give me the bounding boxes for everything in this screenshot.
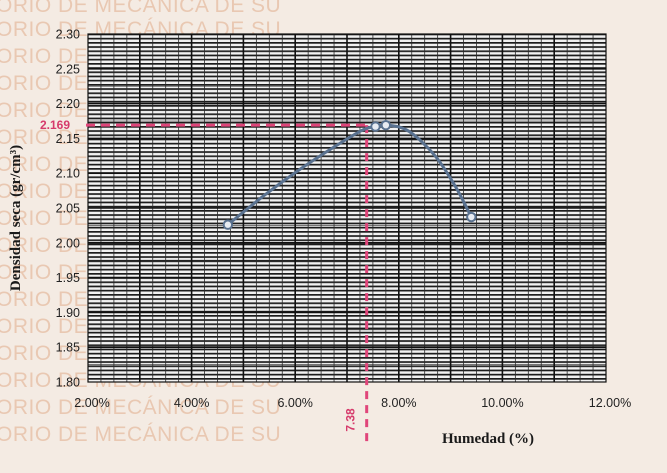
watermark-line: ORIO DE MECÁNICA DE SU bbox=[0, 423, 282, 446]
y-tick-label: 1.80 bbox=[56, 376, 80, 390]
watermark-line: ORIO DE MECÁNICA DE SU bbox=[0, 396, 282, 419]
y-axis-title: Densidad seca (gr/cm³) bbox=[8, 145, 24, 291]
data-point bbox=[380, 119, 392, 131]
y-tick-label: 2.05 bbox=[56, 202, 80, 216]
x-tick-label: 6.00% bbox=[277, 396, 312, 410]
major-grid bbox=[88, 34, 606, 382]
y-tick-label: 2.20 bbox=[56, 97, 80, 111]
data-point bbox=[466, 211, 477, 223]
y-tick-label: 2.00 bbox=[56, 236, 80, 250]
y-tick-label: 1.95 bbox=[56, 271, 80, 285]
y-tick-label: 2.30 bbox=[56, 28, 80, 42]
max-density-label: 2.169 bbox=[40, 118, 70, 132]
x-tick-label: 10.00% bbox=[481, 396, 523, 410]
x-tick-label: 12.00% bbox=[589, 396, 631, 410]
x-tick-label: 8.00% bbox=[381, 396, 416, 410]
y-tick-label: 1.90 bbox=[56, 306, 80, 320]
data-point bbox=[222, 219, 234, 230]
watermark-line: ORIO DE MECÁNICA DE SU bbox=[0, 0, 282, 17]
y-axis-ticks: 1.80 1.85 1.90 1.95 2.00 2.05 2.10 2.15 2.20 2.25… bbox=[56, 28, 80, 390]
y-tick-label: 2.25 bbox=[56, 62, 80, 76]
data-markers bbox=[222, 119, 477, 230]
x-axis-title: Humedad (%) bbox=[442, 431, 534, 447]
y-tick-label: 2.15 bbox=[56, 132, 80, 146]
y-tick-label: 1.85 bbox=[56, 341, 80, 355]
x-tick-label: 4.00% bbox=[174, 396, 209, 410]
optimum-moisture-label: 7.38 bbox=[344, 408, 358, 432]
x-axis-ticks: 2.00% 4.00% 6.00% 8.00% 10.00% 12.00% bbox=[74, 396, 631, 410]
data-point bbox=[370, 121, 381, 132]
x-tick-label: 2.00% bbox=[74, 396, 109, 410]
y-tick-label: 2.10 bbox=[56, 167, 80, 181]
plot-frame bbox=[87, 33, 607, 383]
